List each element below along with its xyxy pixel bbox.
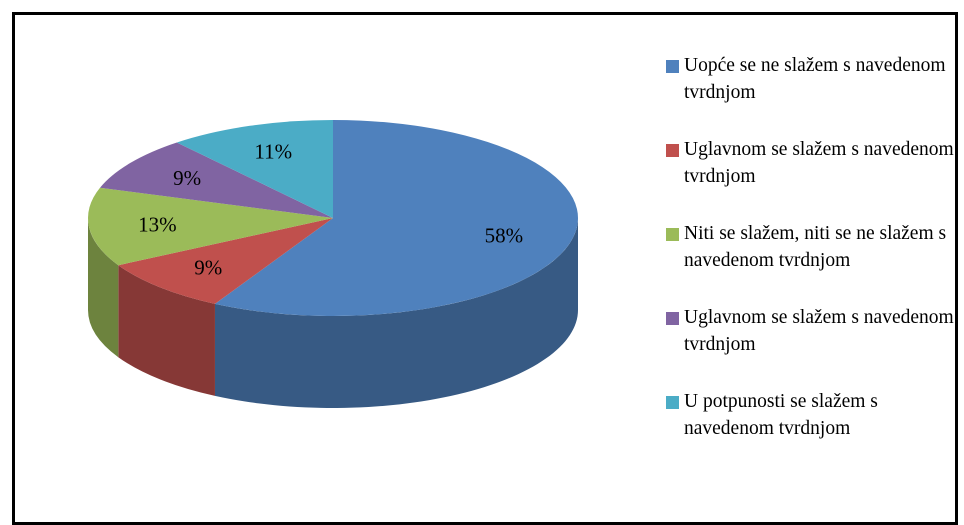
data-label: 9% — [194, 256, 222, 280]
legend-item: U potpunosti se slažem s navedenom tvrdn… — [666, 388, 954, 442]
legend-label: Uopće se ne slažem s navedenom tvrdnjom — [684, 55, 946, 103]
data-label: 11% — [254, 139, 292, 163]
chart-frame — [12, 12, 958, 525]
data-label: 9% — [173, 166, 201, 190]
legend: Uopće se ne slažem s navedenom tvrdnjom U… — [666, 52, 954, 442]
slice — [176, 120, 333, 218]
slice — [214, 120, 579, 317]
legend-item: Uglavnom se slažem s navedenom tvrdnjom — [666, 136, 954, 190]
slice-side — [88, 218, 119, 358]
legend-swatch — [666, 144, 679, 157]
legend-swatch — [666, 60, 679, 73]
legend-swatch — [666, 312, 679, 325]
slice — [88, 187, 333, 266]
legend-item: Niti se slažem, niti se ne slažem s nave… — [666, 220, 954, 274]
legend-label: Niti se slažem, niti se ne slažem s nave… — [684, 223, 947, 271]
data-label: 13% — [138, 212, 177, 236]
legend-item: Uglavnom se slažem s navedenom tvrdnjom — [666, 304, 954, 358]
legend-swatch — [666, 228, 679, 241]
legend-label: U potpunosti se slažem s navedenom tvrdn… — [684, 391, 878, 439]
slice-side — [118, 265, 215, 396]
legend-label: Uglavnom se slažem s navedenom tvrdnjom — [684, 139, 954, 187]
slice — [99, 142, 333, 218]
data-label: 58% — [485, 223, 524, 247]
legend-item: Uopće se ne slažem s navedenom tvrdnjom — [666, 52, 954, 106]
legend-label: Uglavnom se slažem s navedenom tvrdnjom — [684, 307, 954, 355]
legend-swatch — [666, 396, 679, 409]
slice-side — [214, 218, 579, 408]
slice — [118, 218, 333, 304]
